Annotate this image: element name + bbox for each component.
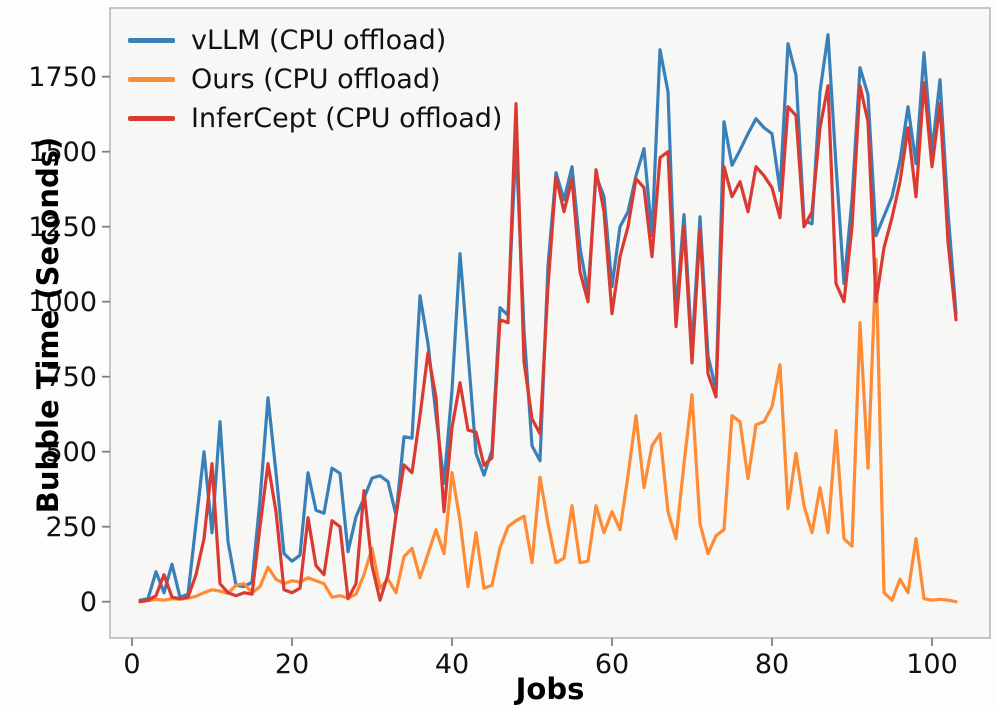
legend-label-infercept: InferCept (CPU offload) (191, 102, 503, 134)
x-tick-label: 100 (906, 649, 958, 680)
legend-item-vllm: vLLM (CPU offload) (128, 24, 502, 56)
legend-label-vllm: vLLM (CPU offload) (191, 24, 447, 56)
y-tick-label: 1750 (28, 62, 97, 93)
y-tick-label: 250 (45, 512, 97, 543)
legend-label-ours: Ours (CPU offload) (191, 63, 441, 95)
x-tick-label: 20 (275, 649, 309, 680)
y-tick-label: 1250 (28, 212, 97, 243)
ours-line-swatch-icon (128, 76, 175, 82)
y-tick-label: 750 (45, 362, 97, 393)
legend-item-infercept: InferCept (CPU offload) (128, 102, 502, 134)
y-tick-label: 500 (45, 437, 97, 468)
x-axis-label: Jobs (515, 672, 585, 706)
x-tick-label: 80 (755, 649, 789, 680)
x-tick-label: 40 (435, 649, 469, 680)
axes-spines (109, 7, 991, 639)
x-tick-label: 0 (123, 649, 140, 680)
legend-item-ours: Ours (CPU offload) (128, 63, 502, 95)
legend: vLLM (CPU offload) Ours (CPU offload) In… (128, 24, 502, 134)
infercept-line-swatch-icon (128, 115, 175, 121)
y-tick-label: 1000 (28, 287, 97, 318)
y-tick-label: 0 (80, 587, 97, 618)
series-line-1 (138, 258, 958, 604)
y-tick-label: 1500 (28, 137, 97, 168)
series-line-2 (138, 81, 958, 604)
vllm-line-swatch-icon (128, 37, 175, 43)
x-tick-label: 60 (595, 649, 629, 680)
y-axis-label: Bubble Time (Seconds) (31, 136, 65, 514)
